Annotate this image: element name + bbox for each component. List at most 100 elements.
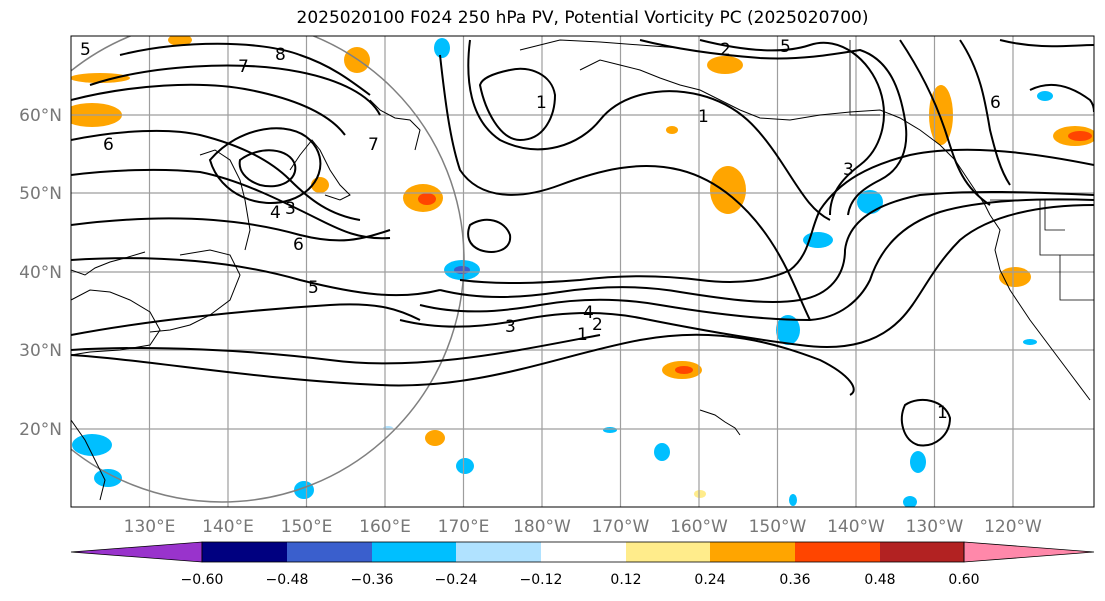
lon-label: 140°W xyxy=(827,517,885,537)
pv-contour xyxy=(467,218,512,253)
colorbar-segment xyxy=(456,542,541,562)
pv-contour xyxy=(959,39,1011,186)
colorbar-label: 0.36 xyxy=(779,572,810,588)
colorbar-label: 0.12 xyxy=(610,572,641,588)
lon-label: 160°E xyxy=(359,517,411,537)
pv-contour xyxy=(899,39,991,206)
map-frame xyxy=(70,35,1095,508)
pv-negative-patch xyxy=(903,496,917,507)
pv-positive-patch xyxy=(425,430,445,446)
contour-label: 1 xyxy=(536,93,547,113)
colorbar-label: 0.60 xyxy=(948,572,979,588)
pv-contour xyxy=(71,333,855,396)
lon-label: 170°E xyxy=(438,517,490,537)
lat-label: 20°N xyxy=(19,420,62,440)
lat-label: 40°N xyxy=(19,263,62,283)
lat-label: 30°N xyxy=(19,341,62,361)
colorbar-label: −0.60 xyxy=(181,572,224,588)
contour-label: 3 xyxy=(843,160,854,180)
pv-negative-patch xyxy=(776,315,800,345)
pv-negative-patch xyxy=(1037,91,1053,101)
colorbar-segment xyxy=(541,542,626,562)
colorbar: −0.60 −0.48 −0.36 −0.24 −0.12 0.12 0.24 … xyxy=(70,541,1095,588)
contour-label: 6 xyxy=(990,93,1001,113)
pv-positive-patch xyxy=(694,490,706,498)
pv-strong-positive-patch xyxy=(418,193,436,205)
contour-labels: 8 7 6 5 4 3 2 1 7 6 5 4 3 2 1 6 5 3 1 1 xyxy=(80,37,1001,423)
contour-label: 1 xyxy=(698,107,709,127)
colorbar-label: 0.48 xyxy=(864,572,895,588)
colorbar-label: −0.36 xyxy=(351,572,394,588)
contour-label: 2 xyxy=(720,40,731,60)
lat-label: 50°N xyxy=(19,184,62,204)
pv-negative-patch xyxy=(789,494,797,506)
colorbar-low-extension xyxy=(70,541,203,563)
contour-label: 6 xyxy=(293,235,304,255)
pv-contour xyxy=(459,148,1094,285)
map-panel: 8 7 6 5 4 3 2 1 7 6 5 4 3 2 1 6 5 3 1 1 xyxy=(71,36,1094,507)
contour-label: 1 xyxy=(577,325,588,345)
coastlines xyxy=(71,39,1091,501)
pv-contour xyxy=(999,39,1094,48)
pv-positive-patch xyxy=(168,36,192,46)
pv-contour xyxy=(71,129,361,221)
pv-contour xyxy=(71,303,421,336)
graticule xyxy=(71,36,1094,507)
colorbar-segment xyxy=(202,542,287,562)
colorbar-segment xyxy=(626,542,710,562)
lat-label: 60°N xyxy=(19,106,62,126)
lon-label: 150°W xyxy=(749,517,807,537)
pv-contour xyxy=(89,64,381,116)
pv-contour xyxy=(639,39,908,216)
longitude-labels: 130°E 140°E 150°E 160°E 170°E 180°W 170°… xyxy=(124,517,1042,537)
pv-contour xyxy=(71,217,391,242)
contour-label: 5 xyxy=(308,278,319,298)
contour-label: 5 xyxy=(80,40,91,60)
pv-contour xyxy=(900,398,952,447)
contour-label: 7 xyxy=(238,57,249,77)
colorbar-label: −0.12 xyxy=(520,572,563,588)
pv-negative-patch xyxy=(1023,339,1037,345)
pv-negative-patch xyxy=(910,451,926,473)
map-title: 2025020100 F024 250 hPa PV, Potential Vo… xyxy=(296,8,869,28)
lon-label: 160°W xyxy=(670,517,728,537)
colorbar-label: 0.24 xyxy=(694,572,725,588)
pv-positive-patch xyxy=(707,56,743,74)
colorbar-segment xyxy=(880,542,964,562)
contour-label: 4 xyxy=(270,203,281,223)
pv-contour xyxy=(238,149,297,188)
pv-contour xyxy=(399,204,1094,348)
latitude-labels: 60°N 50°N 40°N 30°N 20°N xyxy=(19,106,62,440)
colorbar-label: −0.24 xyxy=(435,572,478,588)
pv-contour xyxy=(119,42,371,96)
pv-strong-positive-patch xyxy=(1068,131,1092,141)
contour-label: 1 xyxy=(937,403,948,423)
contour-label: 3 xyxy=(505,317,516,337)
contour-label: 6 xyxy=(103,135,114,155)
pv-contour xyxy=(71,168,391,240)
pv-contour xyxy=(699,39,885,216)
pv-contour xyxy=(478,67,557,142)
pv-positive-patch xyxy=(666,126,678,134)
pv-negative-patch xyxy=(434,38,450,58)
pv-contour xyxy=(71,334,601,365)
pv-contour xyxy=(208,127,322,205)
contour-label: 5 xyxy=(780,37,791,57)
contour-label: 8 xyxy=(275,45,286,65)
pv-negative-patch xyxy=(654,443,670,461)
colorbar-segment xyxy=(287,542,372,562)
pv-strong-negative-patch xyxy=(454,266,470,274)
pv-negative-patch xyxy=(857,190,883,214)
pv-strong-positive-patch xyxy=(675,366,693,374)
pv-positive-patch xyxy=(71,73,130,83)
contour-label: 3 xyxy=(285,199,296,219)
pv-contour xyxy=(71,257,441,297)
lon-label: 130°E xyxy=(124,517,176,537)
colorbar-high-extension xyxy=(963,541,1095,563)
contour-label: 4 xyxy=(583,303,594,323)
pv-positive-patch xyxy=(344,47,370,73)
pv-positive-patch xyxy=(710,166,746,214)
pv-negative-patch xyxy=(456,458,474,474)
pv-contour xyxy=(71,83,346,136)
